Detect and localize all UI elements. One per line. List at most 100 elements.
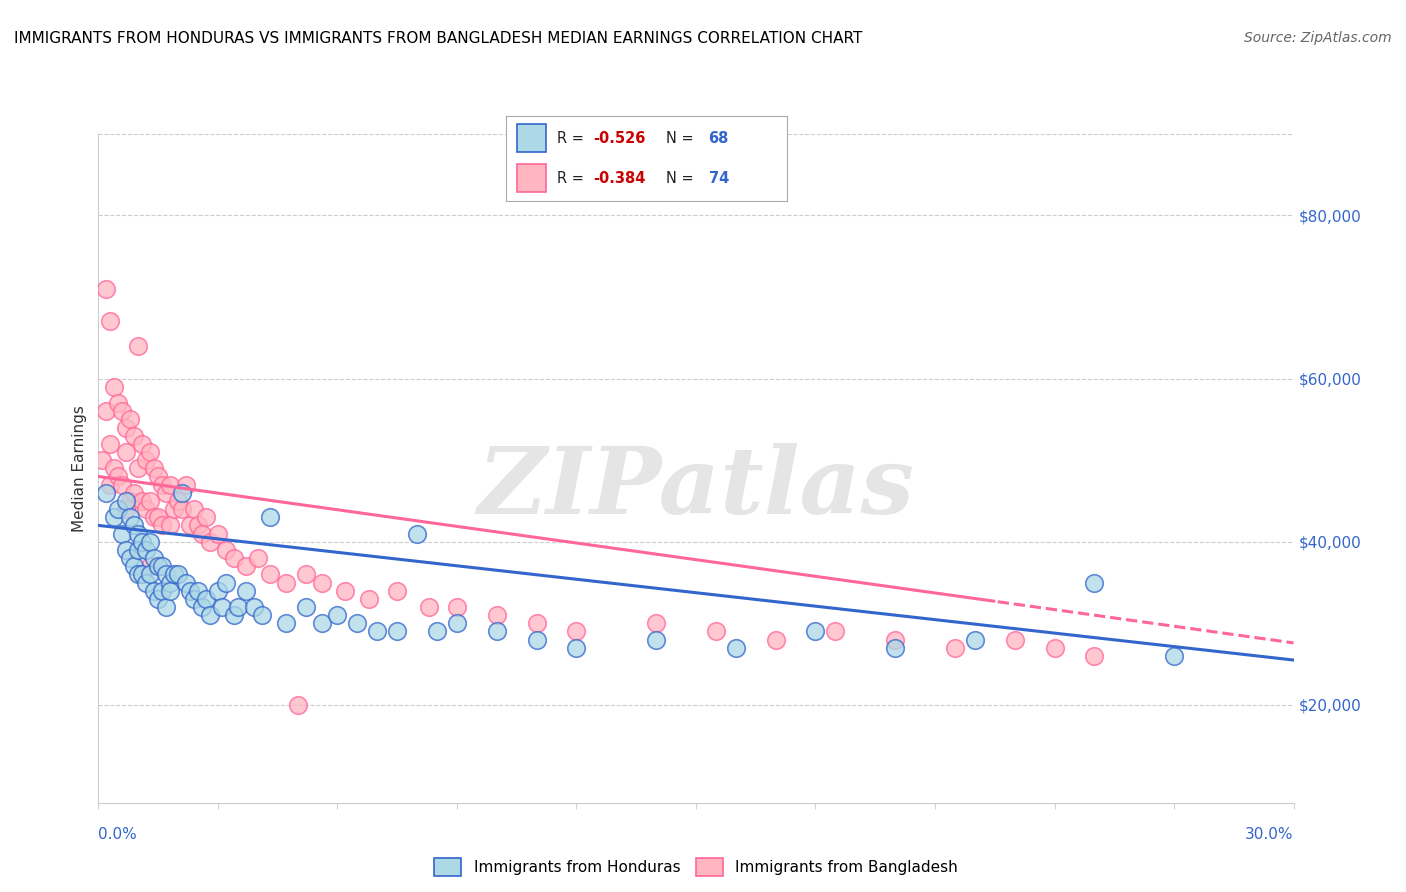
Point [155,567,177,582]
Point [215,542,238,557]
Point [131,567,153,582]
Point [172,485,194,500]
Point [107,502,129,516]
Text: -0.384: -0.384 [593,171,645,186]
Point [167,494,190,508]
Point [426,624,449,639]
Point [191,526,214,541]
Point [103,510,125,524]
Point [645,616,668,631]
Point [100,437,122,451]
Point [124,485,146,500]
Point [311,575,333,590]
Point [418,599,440,614]
Point [1083,648,1105,663]
Point [107,469,129,483]
Point [526,616,548,631]
Point [127,461,149,475]
Point [198,534,221,549]
Point [135,502,157,516]
Text: N =: N = [666,131,699,146]
Point [135,575,157,590]
Text: -0.526: -0.526 [593,131,645,146]
Point [1043,640,1066,655]
FancyBboxPatch shape [517,125,546,153]
Point [943,640,966,655]
Point [163,567,186,582]
Y-axis label: Median Earnings: Median Earnings [72,405,87,532]
Point [103,380,125,394]
Point [235,559,257,574]
Point [135,542,157,557]
Point [724,640,747,655]
Point [139,567,162,582]
Point [127,339,149,353]
Point [111,526,134,541]
Text: ZIPatlas: ZIPatlas [478,443,914,533]
Point [884,640,907,655]
Point [120,412,142,426]
Text: N =: N = [666,171,699,186]
Point [765,632,787,647]
Point [346,616,368,631]
Point [963,632,986,647]
Point [446,599,468,614]
Point [274,575,297,590]
Point [135,453,157,467]
Point [150,559,173,574]
Point [198,608,221,623]
Point [222,608,245,623]
Point [195,591,218,606]
Point [143,551,166,566]
Point [115,420,138,434]
Text: 74: 74 [709,171,728,186]
Point [565,640,588,655]
Point [167,567,190,582]
Point [1004,632,1026,647]
Point [187,583,209,598]
Point [150,518,173,533]
Point [359,591,381,606]
Point [884,632,907,647]
Point [124,428,146,442]
Point [148,591,170,606]
Point [645,632,668,647]
Point [183,502,205,516]
Point [311,616,333,631]
Point [148,469,170,483]
Point [804,624,827,639]
Point [120,510,142,524]
Point [172,502,194,516]
Text: R =: R = [557,171,588,186]
Point [107,396,129,410]
Point [274,616,297,631]
Point [565,624,588,639]
Point [139,445,162,459]
Point [150,583,173,598]
Point [96,282,118,296]
Point [326,608,349,623]
Point [159,477,181,491]
Point [259,567,281,582]
Point [139,559,162,574]
Point [131,534,153,549]
Point [446,616,468,631]
Point [294,599,316,614]
Point [127,526,149,541]
Point [485,608,508,623]
Point [96,485,118,500]
Point [148,559,170,574]
Point [115,502,138,516]
Point [100,477,122,491]
Point [335,583,357,598]
Point [824,624,846,639]
Point [120,494,142,508]
Point [1083,575,1105,590]
Point [179,583,201,598]
Point [207,583,229,598]
Point [115,494,138,508]
Point [111,404,134,418]
Point [150,477,173,491]
Point [155,599,177,614]
Point [103,461,125,475]
